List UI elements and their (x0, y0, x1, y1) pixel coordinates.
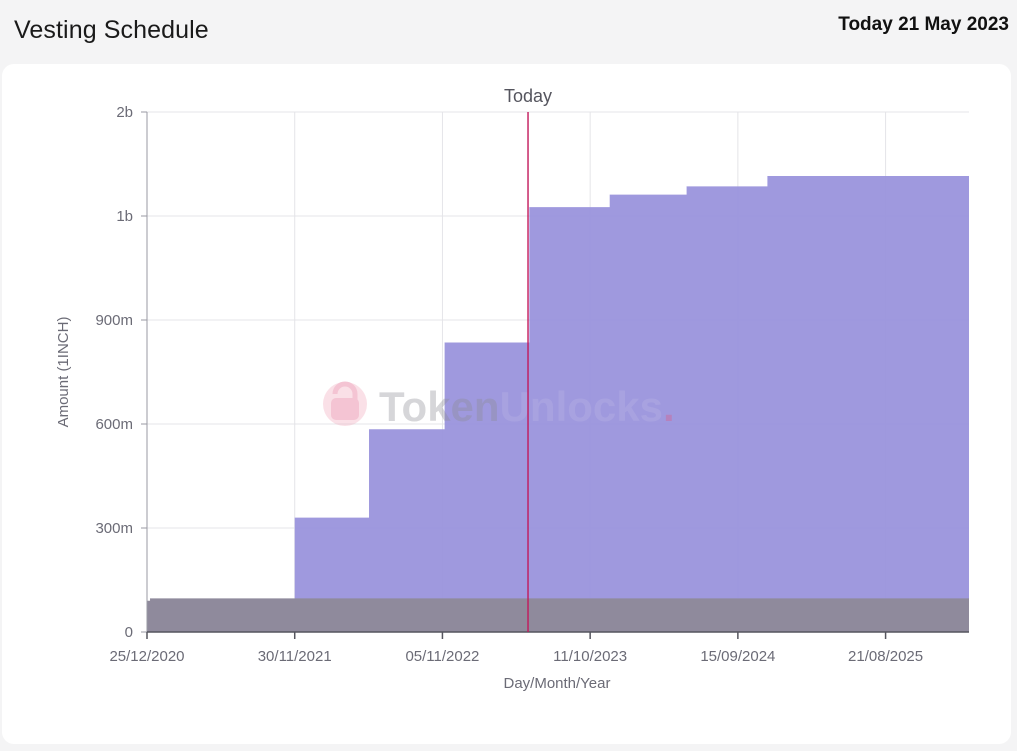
x-tick-label: 15/09/2024 (700, 648, 775, 665)
x-tick-label: 05/11/2022 (405, 648, 479, 665)
today-marker: Today (504, 86, 552, 632)
y-tick-label: 900m (95, 312, 133, 329)
vesting-area-base (147, 598, 969, 632)
y-axis-title: Amount (1INCH) (55, 317, 72, 428)
x-tick-label: 21/08/2025 (848, 648, 923, 665)
watermark-brand-unlocks: Unlocks (500, 383, 663, 430)
vesting-areas (146, 175, 970, 632)
chart-card: TokenUnlocks. 0 300m 600m 900m 1b 2b 25/12/202… (2, 64, 1011, 744)
page-title: Vesting Schedule (14, 16, 209, 44)
x-axis-title: Day/Month/Year (503, 675, 610, 692)
y-tick-label: 0 (125, 624, 133, 641)
x-tick-label: 25/12/2020 (109, 648, 184, 665)
y-tick-label: 1b (116, 208, 133, 225)
x-tick-label: 11/10/2023 (553, 648, 627, 665)
vesting-chart: TokenUnlocks. 0 300m 600m 900m 1b 2b 25/12/202… (55, 86, 970, 692)
y-tick-label: 300m (95, 520, 133, 537)
vesting-area-unlocked (294, 175, 970, 632)
x-tick-label: 30/11/2021 (258, 648, 332, 665)
tokenunlocks-watermark: TokenUnlocks. (323, 381, 675, 430)
watermark-brand-dot: . (663, 383, 675, 430)
y-tick-label: 600m (95, 416, 133, 433)
watermark-brand-token: Token (379, 383, 500, 430)
y-tick-label: 2b (116, 104, 133, 121)
today-date-label: Today 21 May 2023 (838, 14, 1009, 35)
svg-text:TokenUnlocks.: TokenUnlocks. (379, 383, 675, 430)
today-line-label: Today (504, 86, 552, 106)
lock-logo-icon (323, 381, 367, 426)
axes: 0 300m 600m 900m 1b 2b 25/12/2020 30/11/2021 05/… (95, 104, 969, 665)
